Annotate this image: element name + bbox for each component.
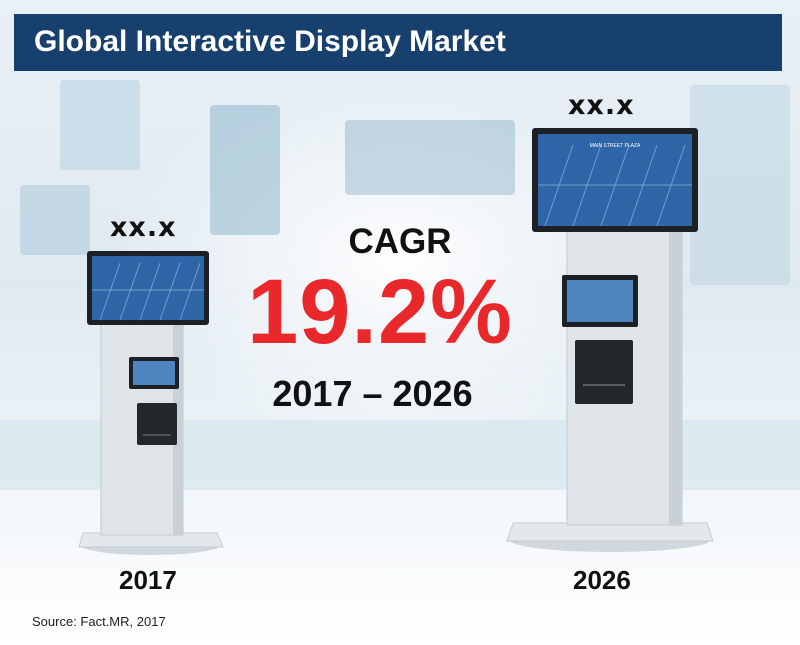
kiosk-base [506,522,714,542]
source-note: Source: Fact.MR, 2017 [32,614,166,629]
kiosk-monitor-screen [92,256,204,320]
kiosk-2026: MAIN STREET PLAZA [506,128,714,552]
value-label-2017: xx.x [110,212,177,243]
kiosk-printer [575,340,633,404]
category-label-2017: 2017 [119,565,177,595]
cagr-value: 19.2% [247,261,513,363]
category-label-2026: 2026 [573,565,631,595]
bg-panel-2 [210,105,280,235]
kiosk-tablet-screen [567,280,633,322]
kiosk-monitor-screen [538,134,692,226]
title-bar [14,14,782,71]
bg-panel-5 [690,85,790,285]
chart-title: Global Interactive Display Market [34,25,506,58]
kiosk-screen-text: MAIN STREET PLAZA [590,143,641,149]
cagr-period: 2017 – 2026 [272,373,473,414]
kiosk-2017 [78,251,224,555]
bg-panel-4 [20,185,90,255]
kiosk-pole-shade [669,225,682,525]
bg-panel-1 [60,80,140,170]
bg-panel-3 [345,120,515,195]
kiosk-pole-shade [173,313,183,535]
cagr-label: CAGR [348,222,452,261]
value-label-2026: xx.x [568,90,635,121]
kiosk-tablet-screen [133,361,175,385]
